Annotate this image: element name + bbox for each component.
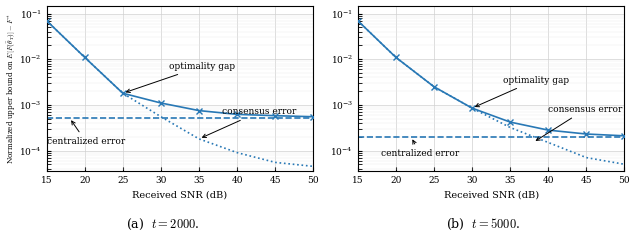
Text: optimality gap: optimality gap (476, 76, 569, 107)
Text: (a)  $t = 2000$.: (a) $t = 2000$. (127, 217, 200, 232)
Text: (b)  $t = 5000$.: (b) $t = 5000$. (446, 217, 520, 232)
Text: optimality gap: optimality gap (127, 62, 235, 93)
Text: centralized error: centralized error (47, 121, 125, 146)
Y-axis label: Normalized upper bound on $E[F(\bar{\theta}_T)] - F^*$: Normalized upper bound on $E[F(\bar{\the… (6, 13, 18, 164)
Text: consensus error: consensus error (536, 105, 623, 140)
X-axis label: Received SNR (dB): Received SNR (dB) (444, 191, 539, 200)
Text: consensus error: consensus error (202, 107, 296, 138)
X-axis label: Received SNR (dB): Received SNR (dB) (132, 191, 228, 200)
Text: centralized error: centralized error (381, 140, 459, 158)
